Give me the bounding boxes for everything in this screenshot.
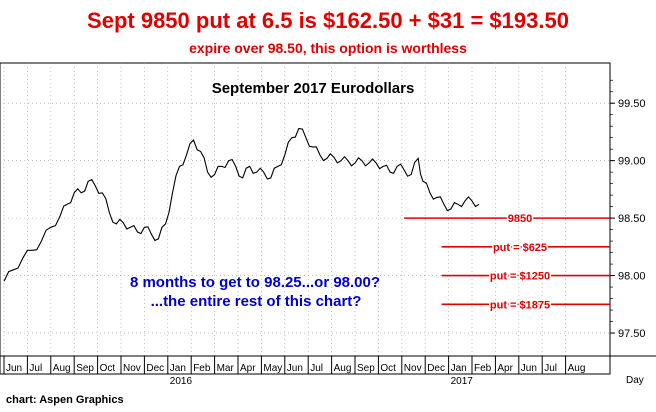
x-tick-label: Feb [193, 363, 211, 374]
annotation-1: 8 months to get to 98.25...or 98.00? [130, 274, 380, 291]
x-tick-label: Feb [474, 363, 492, 374]
x-tick-label: Aug [568, 363, 586, 374]
x-axis-label: Day [626, 375, 644, 386]
x-tick-label: Jul [310, 363, 323, 374]
price-line-label: put = $625 [493, 242, 547, 254]
subheadline: expire over 98.50, this option is worthl… [189, 40, 467, 56]
x-tick-label: Sep [76, 363, 94, 374]
x-tick-label: Apr [240, 363, 256, 374]
x-tick-label: Oct [380, 363, 396, 374]
x-tick-label: Dec [427, 363, 445, 374]
x-tick-label: Aug [334, 363, 352, 374]
x-axis: Jun Jul Aug Sep Oct Nov Dec Jan Feb Mar Apr May Jun J… [0, 355, 656, 387]
x-tick-label: Sep [357, 363, 375, 374]
price-line-label: put = $1875 [490, 299, 550, 311]
x-tick-label: Jan [170, 363, 186, 374]
price-line-label: put = $1250 [490, 271, 550, 283]
y-tick-label: 97.50 [618, 328, 646, 340]
y-axis: 97.50 98.00 98.50 99.00 99.50 [609, 63, 646, 374]
x-tick-label: Jun [287, 363, 303, 374]
y-tick-label: 98.50 [618, 213, 646, 225]
x-tick-label: Nov [404, 363, 422, 374]
x-tick-label: Dec [146, 363, 164, 374]
y-tick-label: 99.50 [618, 98, 646, 110]
y-tick-label: 99.00 [618, 156, 646, 168]
x-tick-label: Oct [100, 363, 116, 374]
chart-title: September 2017 Eurodollars [212, 80, 415, 97]
x-tick-label: Jun [6, 363, 22, 374]
x-year-label: 2016 [170, 376, 193, 387]
annotation-2: ...the entire rest of this chart? [151, 293, 362, 310]
x-tick-label: May [263, 363, 282, 374]
price-lines: 9850 put = $625 put = $1250 put = $1875 [404, 212, 610, 313]
chart-credit: chart: Aspen Graphics [6, 394, 124, 406]
x-tick-label: Mar [217, 363, 235, 374]
x-tick-label: Jul [544, 363, 557, 374]
x-tick-label: Apr [497, 363, 513, 374]
x-tick-label: Aug [53, 363, 71, 374]
x-tick-label: Jun [521, 363, 537, 374]
price-series [3, 127, 480, 282]
x-tick-label: Nov [123, 363, 141, 374]
x-year-label: 2017 [451, 376, 474, 387]
grid [0, 63, 610, 356]
x-tick-label: Jan [451, 363, 467, 374]
price-line-label: 9850 [508, 213, 532, 225]
price-line [3, 127, 480, 282]
headline: Sept 9850 put at 6.5 is $162.50 + $31 = … [87, 8, 569, 33]
y-tick-label: 98.00 [618, 271, 646, 283]
x-tick-label: Jul [29, 363, 42, 374]
